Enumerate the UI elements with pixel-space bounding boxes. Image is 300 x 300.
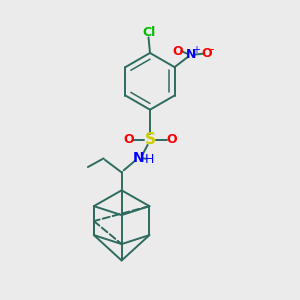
Text: Cl: Cl [142,26,155,39]
Text: O: O [123,133,134,146]
Text: -: - [210,43,214,56]
Text: N: N [133,152,145,165]
Text: +: + [192,44,200,55]
Text: N: N [186,48,196,61]
Text: O: O [201,47,212,60]
Text: O: O [172,44,183,58]
Text: O: O [166,133,177,146]
Text: H: H [144,153,154,166]
Text: S: S [145,132,155,147]
